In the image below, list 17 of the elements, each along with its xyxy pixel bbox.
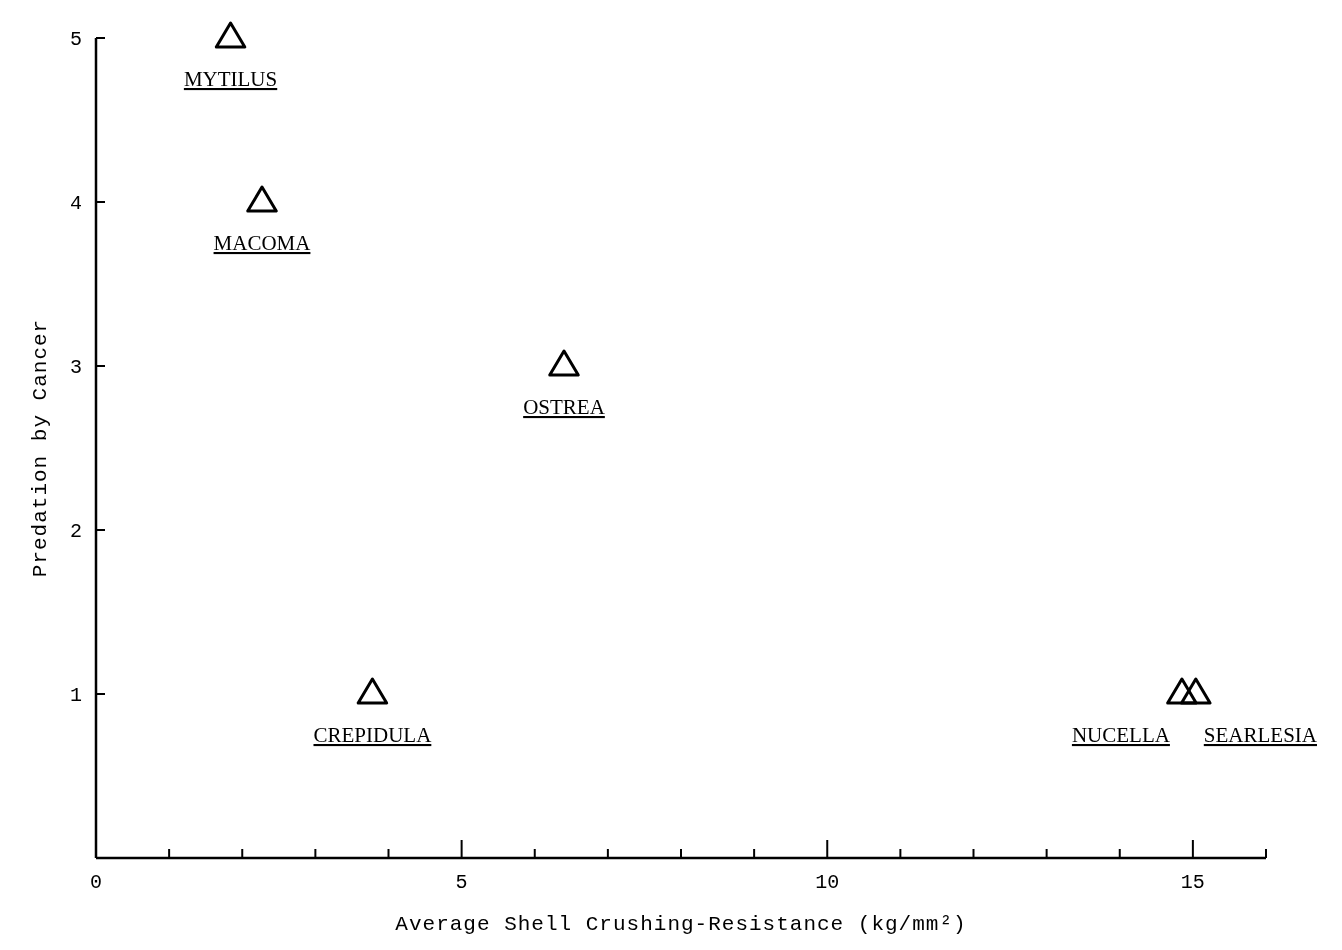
y-tick-label: 3: [69, 356, 82, 379]
annotation: NUCELLA: [1071, 723, 1171, 747]
x-tick-label: 5: [455, 871, 468, 894]
annotation: SEARLESIA: [1203, 723, 1318, 747]
x-tick-label: 15: [1180, 871, 1205, 894]
x-tick-label: 10: [815, 871, 840, 894]
y-tick-label: 1: [69, 684, 82, 707]
y-tick-label: 4: [69, 192, 82, 215]
x-tick-label: 0: [89, 871, 103, 894]
annotation: MACOMA: [213, 231, 312, 255]
annotation: CREPIDULA: [313, 723, 433, 747]
annotation: MYTILUS: [183, 67, 278, 91]
y-tick-label: 2: [69, 520, 82, 543]
y-tick-label: 5: [69, 28, 82, 51]
x-axis-title: Average Shell Crushing-Resistance (kg/mm²): [395, 913, 967, 936]
y-axis-title: Predation by Cancer: [29, 318, 52, 578]
annotation: OSTREA: [523, 395, 606, 419]
